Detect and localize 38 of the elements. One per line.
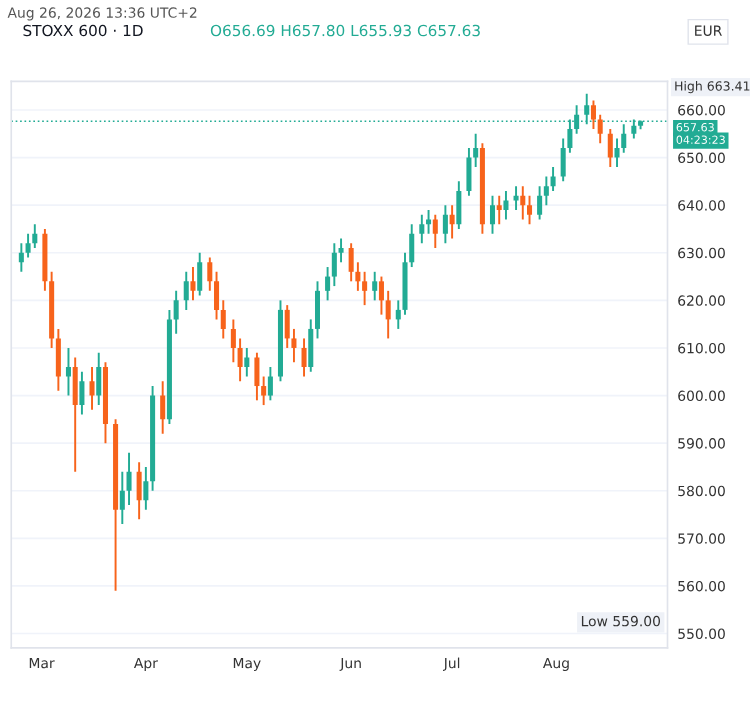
candlestick: [432, 213, 438, 249]
candlestick: [489, 194, 496, 235]
candlestick: [385, 289, 391, 340]
candlestick: [456, 180, 462, 230]
candlestick: [520, 185, 526, 221]
candlestick: [65, 346, 71, 397]
candlestick: [89, 366, 95, 411]
candlestick: [503, 189, 509, 221]
candlestick: [254, 351, 260, 402]
candlestick: [419, 213, 425, 245]
candlestick: [267, 366, 273, 402]
candlestick: [449, 204, 455, 240]
candlestick: [537, 185, 543, 221]
candlestick: [607, 128, 613, 169]
candlestick: [79, 370, 85, 416]
candlestick: [348, 242, 354, 283]
candlestick: [183, 270, 189, 311]
candlestick: [160, 380, 166, 435]
candlestick: [96, 351, 102, 407]
candlestick: [126, 451, 132, 506]
candlestick: [372, 270, 378, 302]
candlestick: [244, 346, 250, 378]
candlestick: [72, 356, 78, 473]
candlestick: [496, 194, 502, 226]
candlestick: [190, 266, 196, 302]
candlestick: [597, 113, 603, 145]
candlestick: [136, 461, 142, 521]
candlestick: [442, 204, 448, 245]
candlestick: [527, 194, 533, 226]
candlestick: [426, 208, 432, 235]
candlestick: [25, 232, 31, 259]
candlestick: [550, 166, 556, 192]
candlestick: [18, 242, 24, 273]
candlestick: [237, 337, 243, 383]
candlestick: [362, 270, 368, 307]
candlestick: [197, 251, 203, 297]
candlestick: [466, 147, 472, 197]
candlestick: [301, 337, 307, 378]
